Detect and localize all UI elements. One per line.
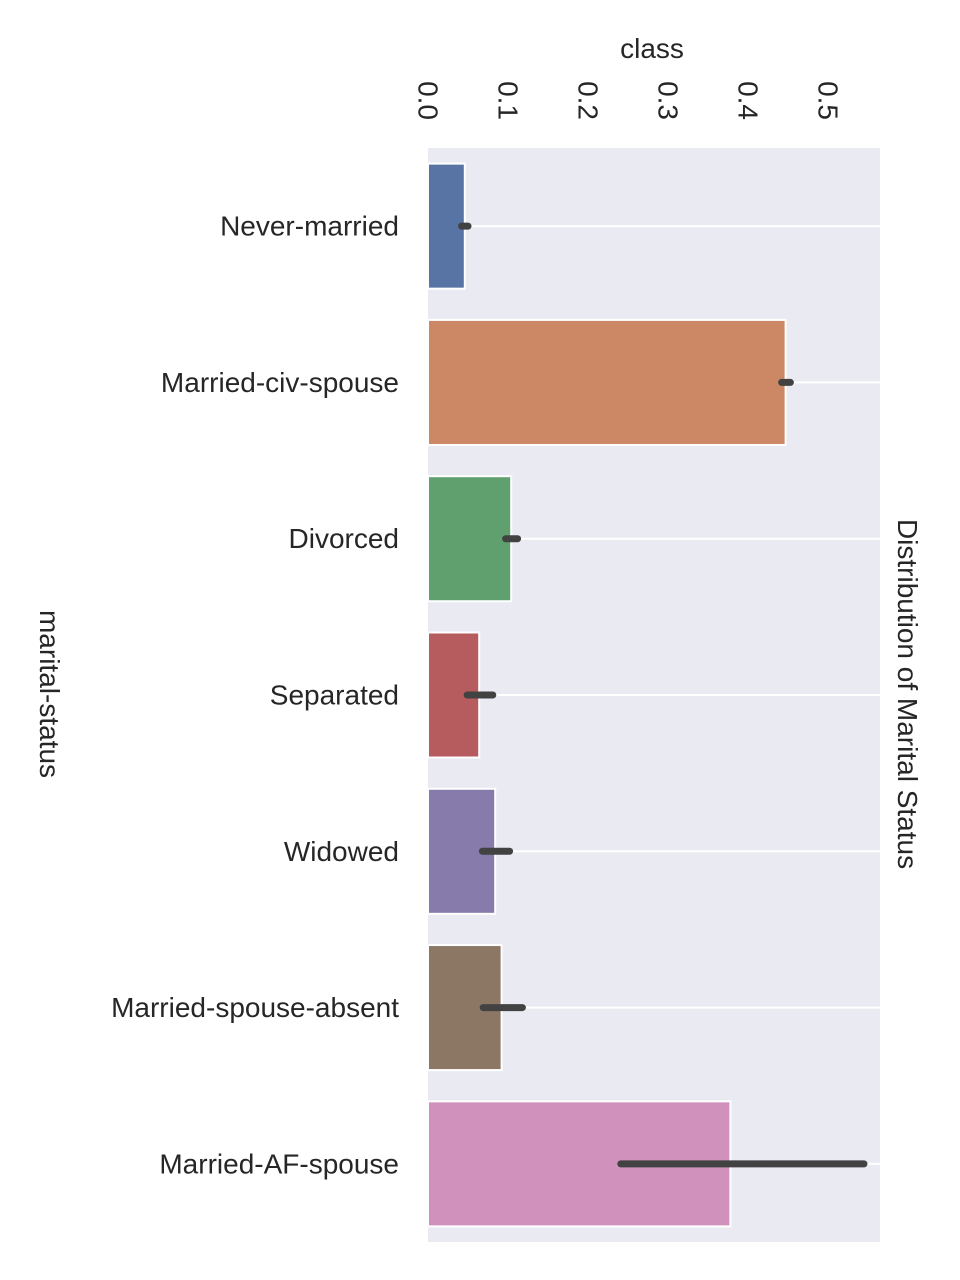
- category-label: Never-married: [220, 211, 399, 242]
- x-tick-label: 0.0: [413, 81, 444, 120]
- category-label: Married-spouse-absent: [111, 992, 399, 1023]
- category-label: Married-AF-spouse: [159, 1148, 399, 1179]
- category-labels: Never-married Married-civ-spouse Divorced S…: [111, 211, 399, 1180]
- category-label: Widowed: [284, 836, 399, 867]
- category-label: Separated: [270, 680, 399, 711]
- y-axis-label: marital-status: [34, 610, 65, 778]
- error-bars: [458, 222, 868, 1168]
- x-axis-label: class: [620, 33, 684, 64]
- x-tick-label: 0.5: [813, 81, 844, 120]
- category-label: Divorced: [289, 523, 399, 554]
- chart-title: Distribution of Marital Status: [892, 519, 923, 869]
- category-label: Married-civ-spouse: [161, 367, 399, 398]
- x-tick-label: 0.1: [493, 81, 524, 120]
- x-tick-labels: 0.0 0.1 0.2 0.3 0.4 0.5: [413, 81, 844, 120]
- x-tick-label: 0.3: [653, 81, 684, 120]
- bar: [427, 944, 503, 1072]
- x-tick-label: 0.2: [573, 81, 604, 120]
- bar: [427, 318, 787, 446]
- x-tick-label: 0.4: [733, 81, 764, 120]
- bar: [427, 475, 513, 603]
